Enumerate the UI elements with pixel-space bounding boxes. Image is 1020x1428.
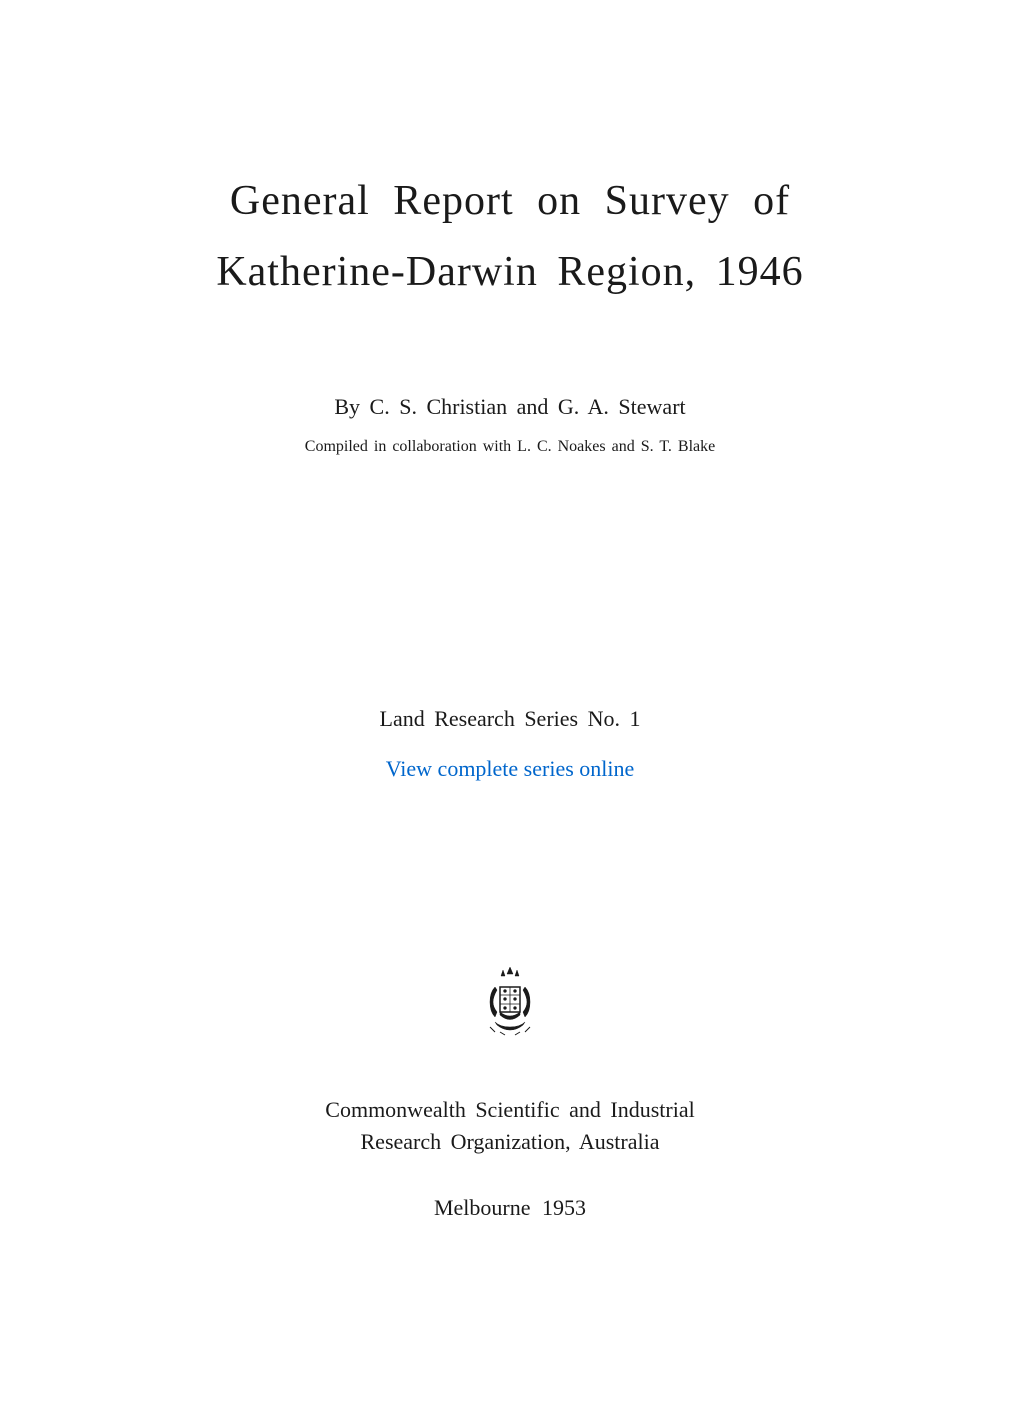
crest-block	[475, 962, 545, 1047]
authors-main: By C. S. Christian and G. A. Stewart	[305, 394, 715, 420]
australian-coat-of-arms-icon	[475, 962, 545, 1042]
publication-info: Melbourne 1953	[325, 1195, 694, 1221]
authors-collaboration: Compiled in collaboration with L. C. Noa…	[305, 438, 715, 456]
organization-block: Commonwealth Scientific and Industrial R…	[325, 1097, 694, 1221]
title-block: General Report on Survey of Katherine-Da…	[80, 170, 940, 304]
title-line-2: Katherine-Darwin Region, 1946	[80, 241, 940, 304]
authors-block: By C. S. Christian and G. A. Stewart Com…	[305, 394, 715, 456]
organization-line-1: Commonwealth Scientific and Industrial	[325, 1097, 694, 1123]
series-link[interactable]: View complete series online	[380, 756, 641, 782]
document-page: General Report on Survey of Katherine-Da…	[80, 50, 940, 1378]
organization-line-2: Research Organization, Australia	[325, 1129, 694, 1155]
title-line-1: General Report on Survey of	[80, 170, 940, 233]
series-block: Land Research Series No. 1 View complete…	[380, 706, 641, 782]
series-title: Land Research Series No. 1	[380, 706, 641, 732]
